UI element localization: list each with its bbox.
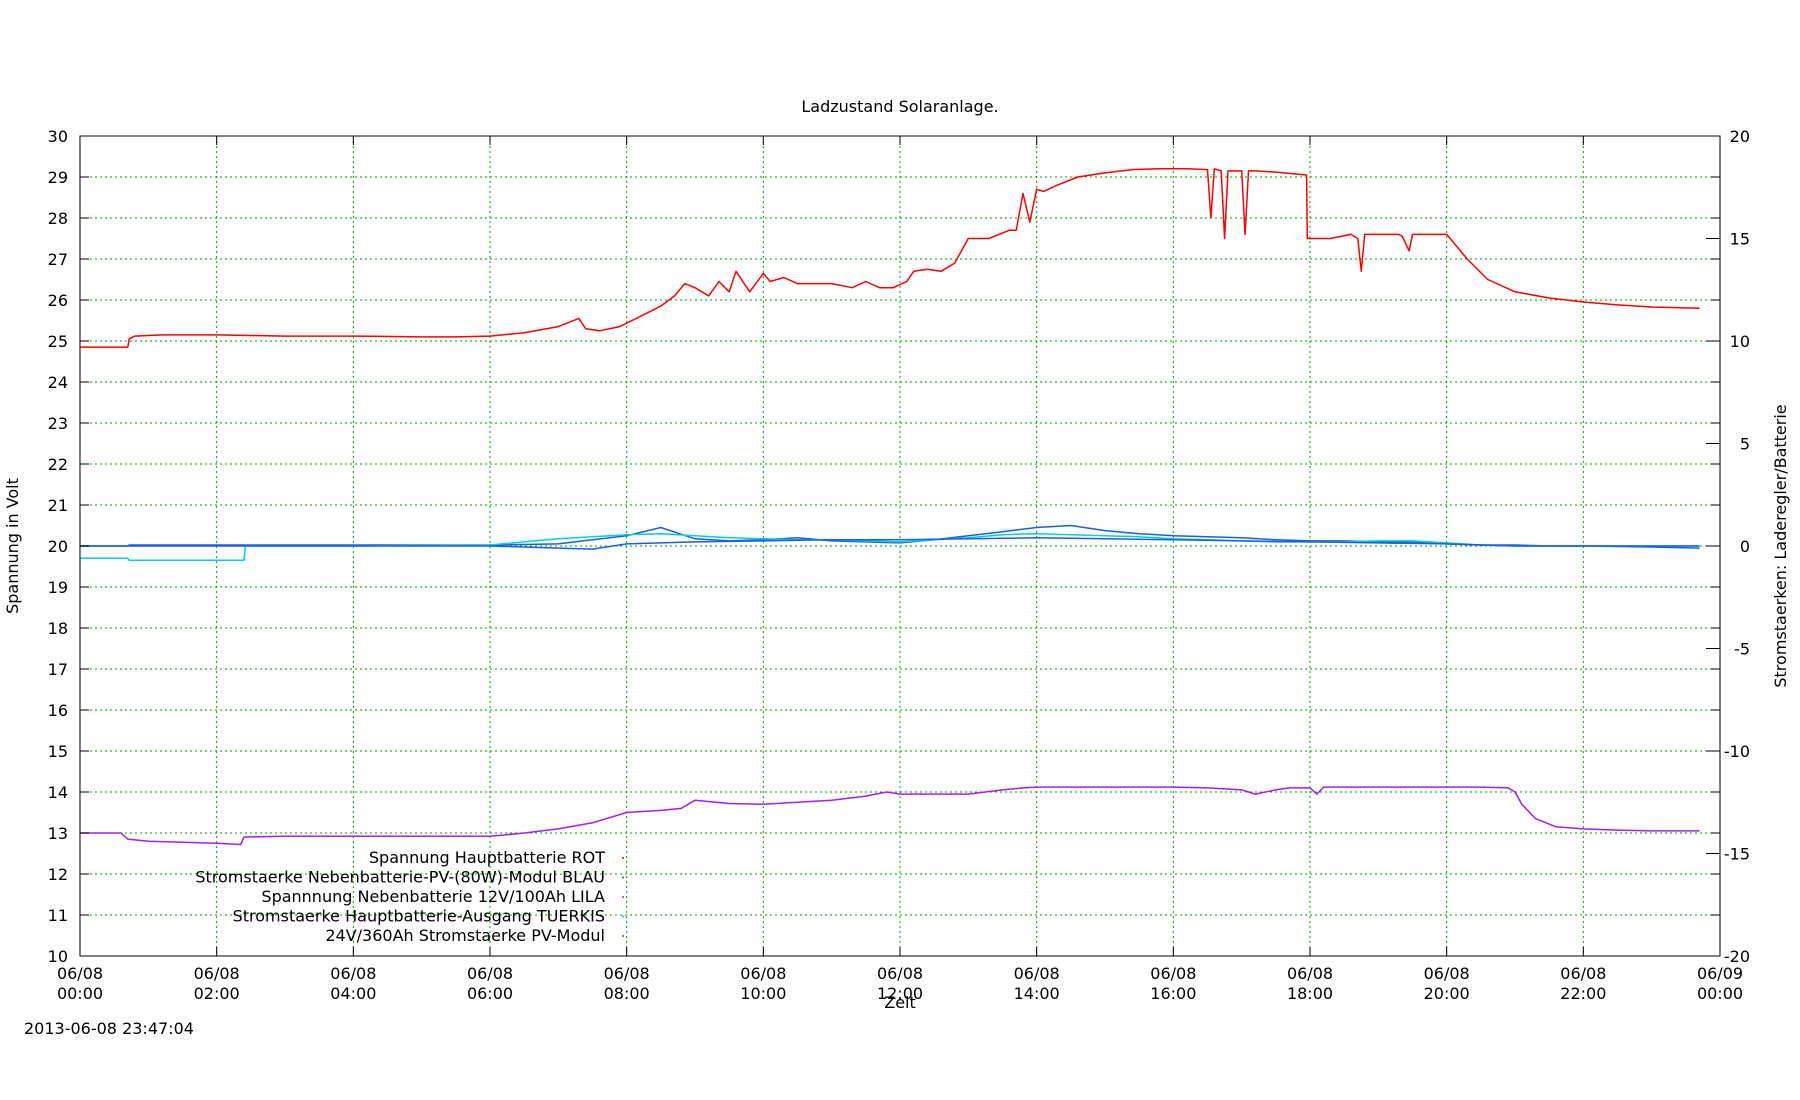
series-line-3 (80, 532, 1700, 562)
x-tick-time: 12:00 (877, 984, 923, 1003)
series-line-0 (80, 168, 1700, 348)
y2-tick-label: -20 (1724, 947, 1750, 966)
y2-tick-label: -15 (1724, 845, 1750, 864)
x-tick-date: 06/08 (1150, 964, 1196, 983)
y-tick-label: 27 (48, 250, 68, 269)
y-tick-label: 26 (48, 291, 68, 310)
y2-tick-label: 10 (1730, 332, 1750, 351)
y2-tick-label: 15 (1730, 230, 1750, 249)
y-tick-label: 17 (48, 660, 68, 679)
legend-entry-marker (622, 915, 624, 918)
x-tick-time: 04:00 (330, 984, 376, 1003)
x-tick-date: 06/08 (194, 964, 240, 983)
x-tick-time: 00:00 (57, 984, 103, 1003)
y-tick-label: 29 (48, 168, 68, 187)
series-line-2 (80, 786, 1700, 846)
legend-entry-label: Stromstaerke Nebenbatterie-PV-(80W)-Modu… (195, 868, 605, 887)
x-tick-time: 02:00 (194, 984, 240, 1003)
x-tick-time: 22:00 (1560, 984, 1606, 1003)
y-tick-label: 23 (48, 414, 68, 433)
plot-area (80, 168, 1700, 846)
x-tick-time: 00:00 (1697, 984, 1743, 1003)
y-tick-label: 22 (48, 455, 68, 474)
y2-tick-label: 5 (1740, 435, 1750, 454)
x-tick-time: 20:00 (1424, 984, 1470, 1003)
y-tick-label: 12 (48, 865, 68, 884)
x-tick-date: 06/08 (330, 964, 376, 983)
x-axis-label: Zeit (884, 993, 916, 1012)
legend-entry-label: Stromstaerke Hauptbatterie-Ausgang TUERK… (233, 907, 605, 926)
y-tick-label: 24 (48, 373, 68, 392)
y-tick-label: 14 (48, 783, 68, 802)
x-tick-time: 06:00 (467, 984, 513, 1003)
y-tick-label: 21 (48, 496, 68, 515)
legend-entry-label: Spannnung Nebenbatterie 12V/100Ah LILA (261, 887, 605, 906)
y-tick-label: 25 (48, 332, 68, 351)
y-tick-label: 18 (48, 619, 68, 638)
series-line-4 (80, 537, 1700, 550)
x-tick-time: 08:00 (604, 984, 650, 1003)
y-tick-label: 16 (48, 701, 68, 720)
x-tick-date: 06/08 (57, 964, 103, 983)
x-tick-time: 14:00 (1014, 984, 1060, 1003)
y-tick-label: 10 (48, 947, 68, 966)
legend-entry-marker (622, 857, 624, 859)
y2-tick-label: -10 (1724, 742, 1750, 761)
y-tick-label: 15 (48, 742, 68, 761)
legend-entry-label: 24V/360Ah Stromstaerke PV-Modul (325, 926, 605, 945)
y-tick-label: 20 (48, 537, 68, 556)
timestamp-label: 2013-06-08 23:47:04 (24, 1019, 194, 1038)
legend-entry-marker (622, 896, 624, 898)
y2-tick-label: 20 (1730, 127, 1750, 146)
y2-tick-label: 0 (1740, 537, 1750, 556)
axis-ticks: 10 11 12 13 14 15 16 17 18 19 20 21 22 23 24 25 26 27 28 29… (48, 127, 1750, 1003)
x-tick-time: 18:00 (1287, 984, 1333, 1003)
y-tick-label: 30 (48, 127, 68, 146)
y-tick-label: 11 (48, 906, 68, 925)
x-tick-date: 06/08 (604, 964, 650, 983)
x-tick-date: 06/08 (1014, 964, 1060, 983)
legend-entry-marker (622, 935, 624, 937)
x-tick-date: 06/08 (740, 964, 786, 983)
x-tick-date: 06/08 (1287, 964, 1333, 983)
y-tick-label: 28 (48, 209, 68, 228)
y-tick-label: 13 (48, 824, 68, 843)
legend-entry-label: Spannung Hauptbatterie ROT (369, 848, 605, 867)
chart-title: Ladzustand Solaranlage. (801, 97, 998, 116)
x-tick-time: 16:00 (1150, 984, 1196, 1003)
y2-axis-label: Stromstaerken: Laderegler/Batterie (1771, 404, 1790, 687)
y-axis-label: Spannung in Volt (3, 478, 22, 614)
y-tick-label: 19 (48, 578, 68, 597)
x-tick-date: 06/09 (1697, 964, 1743, 983)
legend-entry-marker (622, 876, 624, 879)
x-tick-date: 06/08 (1560, 964, 1606, 983)
x-tick-date: 06/08 (1424, 964, 1470, 983)
y2-tick-label: -5 (1734, 640, 1750, 659)
x-tick-date: 06/08 (467, 964, 513, 983)
x-tick-date: 06/08 (877, 964, 923, 983)
x-tick-time: 10:00 (740, 984, 786, 1003)
